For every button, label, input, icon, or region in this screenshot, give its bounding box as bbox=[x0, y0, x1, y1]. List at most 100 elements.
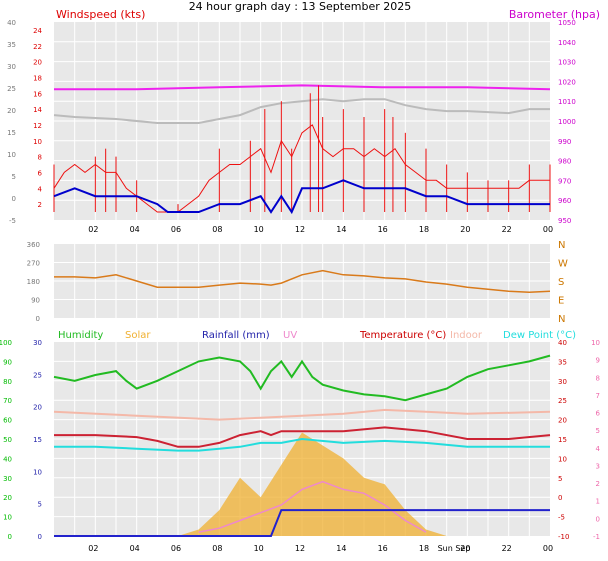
uv-tick-label: 9 bbox=[596, 357, 600, 365]
left-tick-label: 15 bbox=[7, 129, 16, 137]
compass-label: N bbox=[558, 240, 565, 251]
time-tick-label: 00 bbox=[543, 544, 553, 553]
legend-entry: Solar bbox=[125, 330, 151, 341]
left-tick-label: 40 bbox=[7, 19, 16, 27]
uv-tick-label: 10 bbox=[591, 339, 600, 347]
time-tick-label: 06 bbox=[171, 544, 181, 553]
time-tick-label: 22 bbox=[502, 225, 512, 234]
legend-entry: Rainfall (mm) bbox=[202, 330, 270, 341]
wind-tick-label: 14 bbox=[33, 106, 42, 114]
uv-tick-label: 1 bbox=[596, 498, 600, 506]
uv-tick-label: -1 bbox=[593, 533, 600, 541]
left-tick-label: 35 bbox=[7, 41, 16, 49]
legend-entry: UV bbox=[283, 330, 297, 341]
wind-tick-label: 20 bbox=[33, 59, 42, 67]
rain-tick-label: 25 bbox=[33, 371, 42, 379]
baro-tick-label: 990 bbox=[558, 138, 571, 146]
uv-tick-label: 0 bbox=[596, 515, 600, 523]
rain-tick-label: 5 bbox=[38, 501, 42, 509]
uv-tick-label: 3 bbox=[596, 462, 600, 470]
panel-climate: Humidity Solar Rainfall (mm) UV Temperature … bbox=[0, 330, 601, 553]
humidity-tick-label: 40 bbox=[3, 455, 12, 463]
rainfall-line bbox=[54, 509, 550, 537]
uv-tick-label: 6 bbox=[596, 410, 601, 418]
time-tick-label: 10 bbox=[254, 225, 264, 234]
rain-tick-label: 30 bbox=[33, 339, 42, 347]
temperature-tick-label: -5 bbox=[558, 514, 565, 522]
left-tick-label: 25 bbox=[7, 85, 16, 93]
uv-tick-label: 7 bbox=[596, 392, 600, 400]
humidity-tick-label: 30 bbox=[3, 475, 12, 483]
time-tick-label: 02 bbox=[88, 225, 98, 234]
wind-tick-label: 10 bbox=[33, 138, 42, 146]
temperature-tick-label: 10 bbox=[558, 455, 567, 463]
direction-tick-label: 0 bbox=[36, 315, 40, 323]
time-tick-label: 16 bbox=[378, 544, 388, 553]
legend-entry: Humidity bbox=[58, 330, 103, 341]
panel3-legend: Humidity Solar Rainfall (mm) UV Temperature … bbox=[58, 330, 576, 341]
uv-tick-label: 2 bbox=[596, 480, 600, 488]
left-tick-label: 0 bbox=[12, 195, 16, 203]
time-tick-label: 12 bbox=[295, 544, 305, 553]
humidity-tick-label: 20 bbox=[3, 494, 12, 502]
time-tick-label: Sun Sep bbox=[438, 544, 471, 553]
time-tick-label: 04 bbox=[130, 225, 140, 234]
baro-tick-label: 1040 bbox=[558, 39, 576, 47]
compass-label: N bbox=[558, 314, 565, 325]
wind-tick-label: 24 bbox=[33, 27, 42, 35]
uv-line bbox=[198, 480, 427, 533]
panel3-series bbox=[53, 354, 551, 537]
time-tick-label: 20 bbox=[460, 544, 470, 553]
time-tick-label: 22 bbox=[502, 544, 512, 553]
humidity-line bbox=[53, 354, 551, 402]
panel3-inner-axis: 0 5 10 15 20 25 30 bbox=[33, 339, 42, 541]
direction-tick-label: 360 bbox=[27, 241, 40, 249]
humidity-tick-label: 0 bbox=[8, 533, 12, 541]
baro-tick-label: 1020 bbox=[558, 78, 576, 86]
temperature-tick-label: 30 bbox=[558, 378, 567, 386]
time-tick-label: 00 bbox=[543, 225, 553, 234]
baro-tick-label: 950 bbox=[558, 217, 571, 225]
panel1-time-axis: 02 04 06 08 10 12 14 16 18 20 22 00 bbox=[88, 225, 553, 234]
direction-tick-label: 270 bbox=[27, 260, 40, 268]
temperature-tick-label: 0 bbox=[558, 494, 562, 502]
panel1-left-axis: -5 0 5 10 15 20 25 30 35 40 bbox=[7, 19, 16, 225]
wind-tick-label: 22 bbox=[33, 43, 42, 51]
rain-tick-label: 20 bbox=[33, 404, 42, 412]
humidity-tick-label: 100 bbox=[0, 339, 12, 347]
wind-tick-label: 4 bbox=[38, 185, 43, 193]
left-tick-label: 5 bbox=[12, 173, 16, 181]
baro-tick-label: 1050 bbox=[558, 19, 576, 27]
time-tick-label: 14 bbox=[336, 544, 346, 553]
legend-entry: Indoor bbox=[450, 330, 483, 341]
wind-tick-label: 8 bbox=[38, 154, 42, 162]
time-tick-label: 10 bbox=[254, 544, 264, 553]
baro-tick-label: 1010 bbox=[558, 98, 576, 106]
panel3-time-axis: 02 04 06 08 10 12 14 16 18 20 22 00 Sun Sep bbox=[88, 544, 553, 553]
time-tick-label: 08 bbox=[212, 225, 222, 234]
time-tick-label: 16 bbox=[378, 225, 388, 234]
wind-tick-label: 6 bbox=[38, 170, 43, 178]
baro-tick-label: 1030 bbox=[558, 59, 576, 67]
humidity-tick-label: 50 bbox=[3, 436, 12, 444]
time-tick-label: 18 bbox=[419, 225, 429, 234]
direction-tick-label: 90 bbox=[31, 297, 40, 305]
uv-tick-label: 8 bbox=[596, 374, 600, 382]
humidity-tick-label: 80 bbox=[3, 378, 12, 386]
time-tick-label: 14 bbox=[336, 225, 346, 234]
panel3-right-axis: -10 -5 0 5 10 15 20 25 30 35 40 bbox=[558, 339, 569, 541]
humidity-tick-label: 70 bbox=[3, 397, 12, 405]
temperature-tick-label: 25 bbox=[558, 397, 567, 405]
temperature-tick-label: 35 bbox=[558, 358, 567, 366]
baro-tick-label: 970 bbox=[558, 177, 571, 185]
temperature-tick-label: 15 bbox=[558, 436, 567, 444]
humidity-tick-label: 60 bbox=[3, 417, 12, 425]
time-tick-label: 06 bbox=[171, 225, 181, 234]
left-tick-label: 30 bbox=[7, 63, 16, 71]
uv-tick-label: 5 bbox=[596, 427, 600, 435]
rain-tick-label: 10 bbox=[33, 468, 42, 476]
time-tick-label: 20 bbox=[460, 225, 470, 234]
temperature-line bbox=[54, 426, 551, 448]
time-tick-label: 02 bbox=[88, 544, 98, 553]
